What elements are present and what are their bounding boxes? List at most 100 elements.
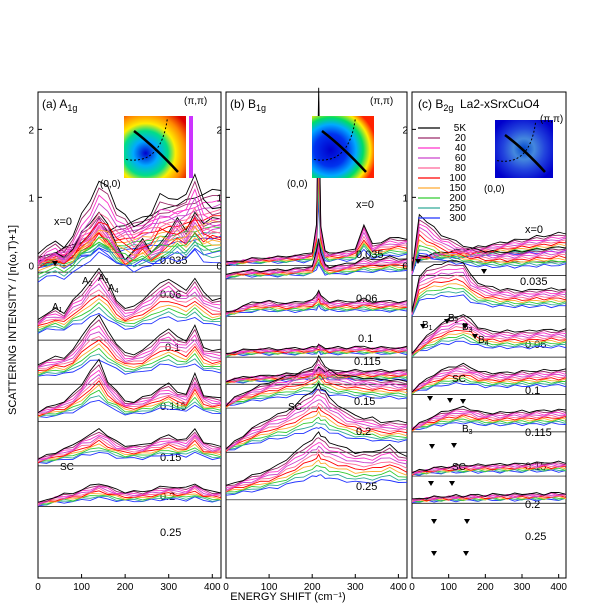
series-0.06-T150 (37, 225, 222, 272)
series-0.035-T60 (411, 226, 567, 274)
series-0.15-T80 (37, 377, 222, 415)
doping-label-0.25: 0.25 (356, 481, 377, 493)
panel-b-label: (b) B (230, 97, 256, 111)
legend-entry-20: 20 (455, 133, 467, 144)
y-axis-label: SCATTERING INTENSITY / [n(ω,T)+1] (7, 225, 19, 415)
series-0.25-T100 (225, 453, 408, 493)
legend-title: La2-xSrxCuO4 (460, 97, 540, 111)
y-tick-label: 2 (216, 125, 222, 136)
legend-entry-60: 60 (455, 153, 467, 164)
series-0.1-T5K (37, 267, 222, 320)
series-0.25-T150 (37, 492, 222, 505)
peak-label: A3 (98, 273, 109, 285)
peak-marker (460, 399, 466, 404)
peak-marker (429, 444, 435, 449)
series-0.06-T40 (37, 188, 222, 263)
series-0.115-T100 (411, 374, 567, 393)
series-0.115-T80 (225, 371, 408, 382)
doping-label-0.115: 0.115 (354, 356, 381, 368)
series-x=0-T150 (37, 220, 222, 265)
series-0.2-T5K (411, 460, 567, 474)
series-0.1-T200 (37, 301, 222, 331)
peak-label: B3 (462, 424, 473, 436)
series-0.2-T300 (37, 451, 222, 464)
series-0.06-T100 (225, 297, 408, 314)
series-0.15-T20 (37, 364, 222, 413)
series-0.2-T60 (411, 463, 567, 474)
series-0.115-T60 (37, 331, 222, 368)
series-0.06-T250 (37, 240, 222, 280)
doping-label-0.25: 0.25 (160, 527, 181, 539)
y-tick-label: 1 (216, 193, 222, 204)
series-0.25-T5K (225, 431, 408, 486)
doping-label-0.115: 0.115 (525, 427, 552, 439)
series-x=0-T5K (411, 231, 567, 259)
series-0.035-T5K (411, 213, 567, 272)
series-0.2-T100 (37, 439, 222, 464)
series-0.15-T250 (411, 419, 567, 431)
peak-marker (52, 261, 58, 266)
peak-label: B1 (422, 320, 433, 332)
series-0.035-T20 (37, 215, 222, 261)
peak-label: SC (452, 462, 466, 473)
series-0.15-T300 (411, 421, 567, 431)
series-0.15-T150 (37, 384, 221, 418)
series-0.2-T150 (225, 410, 408, 452)
series-0.115-T40 (411, 368, 567, 393)
series-0.1-T80 (225, 346, 408, 355)
series-0.115-T5K (411, 362, 567, 393)
series-0.115-T250 (411, 380, 567, 395)
panel-c-title: (c) B2g (418, 97, 453, 113)
series-0.2-T20 (37, 431, 222, 460)
peak-marker (462, 324, 468, 329)
series-0.035-T40 (411, 223, 567, 273)
x-tick-label: 100 (440, 582, 457, 593)
series-0.035-T150 (411, 239, 567, 273)
panel-frame (411, 91, 567, 579)
doping-label-0.2: 0.2 (356, 426, 371, 438)
series-0.035-T200 (411, 244, 567, 273)
doping-label-0.2: 0.2 (525, 499, 540, 511)
series-0.1-T5K (411, 314, 567, 354)
doping-label-0.035: 0.035 (520, 276, 548, 288)
series-0.2-T40 (37, 434, 222, 460)
series-0.1-T100 (411, 329, 567, 354)
panel-b-corner-label: (π,π) (370, 96, 393, 107)
y-tick-label: 2 (28, 125, 34, 136)
panel-a-title: (a) A1g (42, 97, 77, 113)
legend-entry-5K: 5K (454, 123, 467, 134)
series-0.06-T60 (411, 271, 567, 316)
panel-a-label-sub: 1g (67, 103, 77, 113)
series-0.15-T5K (225, 354, 408, 407)
series-0.2-T60 (225, 399, 408, 450)
series-0.2-T100 (225, 406, 408, 452)
series-0.15-T100 (411, 414, 567, 431)
x-tick-label: 400 (550, 582, 567, 593)
series-0.2-T250 (225, 421, 408, 450)
legend-entry-100: 100 (449, 173, 466, 184)
series-0.2-T5K (225, 382, 408, 450)
series-0.25-T150 (225, 459, 408, 492)
panel-frame (225, 91, 408, 579)
series-0.15-T300 (225, 388, 408, 406)
series-0.25-T5K (37, 483, 222, 503)
series-0.25-T300 (225, 474, 408, 496)
series-0.115-T200 (411, 377, 567, 395)
series-0.25-T5K (411, 492, 567, 500)
legend-entry-300: 300 (449, 213, 466, 224)
peak-label: A4 (108, 283, 119, 295)
panel-a: 0 100 200 300 400012x=00.0350.060.10.1150.15… (28, 91, 222, 593)
series-0.2-T200 (411, 467, 567, 475)
series-0.035-T300 (37, 247, 222, 269)
series-0.06-T300 (37, 248, 222, 283)
series-0.115-T250 (37, 353, 222, 377)
series-0.06-T5K (225, 289, 408, 313)
peak-label: SC (60, 462, 74, 473)
panel-b-origin-label: (0,0) (287, 179, 308, 190)
series-0.2-T40 (225, 394, 408, 449)
peak-marker (420, 324, 426, 329)
series-0.2-T150 (37, 443, 222, 464)
series-0.2-T300 (411, 469, 567, 476)
series-0.06-T80 (411, 274, 567, 315)
peak-marker (444, 319, 450, 324)
